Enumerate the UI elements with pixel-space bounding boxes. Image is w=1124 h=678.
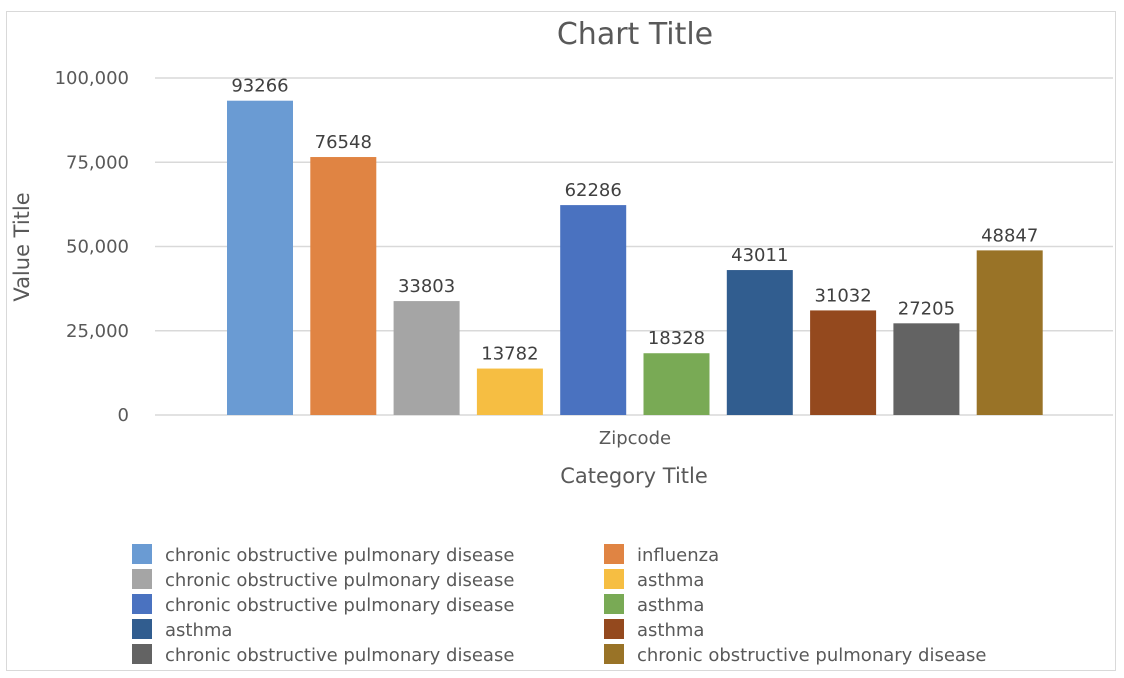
bar [476, 368, 543, 415]
legend-swatch [132, 594, 152, 614]
data-label: 18328 [648, 328, 705, 349]
legend-swatch [604, 594, 624, 614]
legend-item: asthma [132, 619, 232, 641]
bar [810, 310, 877, 415]
bars [227, 100, 1043, 416]
y-tick-label: 0 [118, 405, 129, 426]
bar [726, 270, 793, 415]
chart-title: Chart Title [557, 17, 713, 52]
legend-swatch [604, 644, 624, 664]
data-label: 76548 [315, 132, 372, 153]
legend-item: asthma [604, 569, 704, 591]
y-axis-title: Value Title [10, 192, 34, 301]
legend-label: asthma [637, 620, 704, 641]
legend-item: chronic obstructive pulmonary disease [132, 569, 514, 591]
data-label: 27205 [898, 298, 955, 319]
y-axis-ticks: 0 25,000 50,000 75,000 100,000 [55, 68, 129, 426]
data-label: 33803 [398, 276, 455, 297]
legend-item: asthma [604, 619, 704, 641]
data-labels: 93266 76548 33803 13782 62286 18328 43011 31032… [231, 76, 1038, 365]
legend-swatch [132, 569, 152, 589]
legend: chronic obstructive pulmonary disease inf… [132, 544, 986, 666]
legend-label: influenza [637, 545, 719, 566]
legend-label: chronic obstructive pulmonary disease [165, 645, 514, 666]
bar [976, 250, 1043, 415]
legend-label: asthma [165, 620, 232, 641]
data-label: 48847 [981, 225, 1038, 246]
bar [643, 353, 710, 415]
legend-label: chronic obstructive pulmonary disease [165, 570, 514, 591]
legend-swatch [132, 644, 152, 664]
legend-item: asthma [604, 594, 704, 616]
bar [227, 100, 293, 416]
legend-item: influenza [604, 544, 719, 566]
y-tick-label: 75,000 [66, 152, 129, 173]
data-label: 62286 [565, 180, 622, 201]
bar [560, 205, 627, 415]
legend-item: chronic obstructive pulmonary disease [604, 644, 986, 666]
legend-label: asthma [637, 570, 704, 591]
legend-label: chronic obstructive pulmonary disease [165, 545, 514, 566]
legend-label: asthma [637, 595, 704, 616]
legend-item: chronic obstructive pulmonary disease [132, 594, 514, 616]
legend-swatch [132, 544, 152, 564]
bar [893, 323, 960, 415]
y-tick-label: 25,000 [66, 321, 129, 342]
legend-swatch [604, 619, 624, 639]
y-tick-label: 100,000 [55, 68, 129, 89]
legend-swatch [604, 569, 624, 589]
data-label: 13782 [481, 344, 538, 365]
legend-label: chronic obstructive pulmonary disease [165, 595, 514, 616]
legend-swatch [604, 544, 624, 564]
legend-label: chronic obstructive pulmonary disease [637, 645, 986, 666]
data-label: 93266 [231, 76, 288, 97]
x-axis-title: Category Title [560, 464, 708, 488]
legend-item: chronic obstructive pulmonary disease [132, 644, 514, 666]
y-tick-label: 50,000 [66, 237, 129, 258]
bar [393, 301, 460, 415]
data-label: 31032 [814, 285, 871, 306]
legend-swatch [132, 619, 152, 639]
gridlines [155, 77, 1113, 416]
legend-item: chronic obstructive pulmonary disease [132, 544, 514, 566]
data-label: 43011 [731, 245, 788, 266]
bar [310, 157, 377, 415]
x-category-label: Zipcode [599, 428, 671, 449]
